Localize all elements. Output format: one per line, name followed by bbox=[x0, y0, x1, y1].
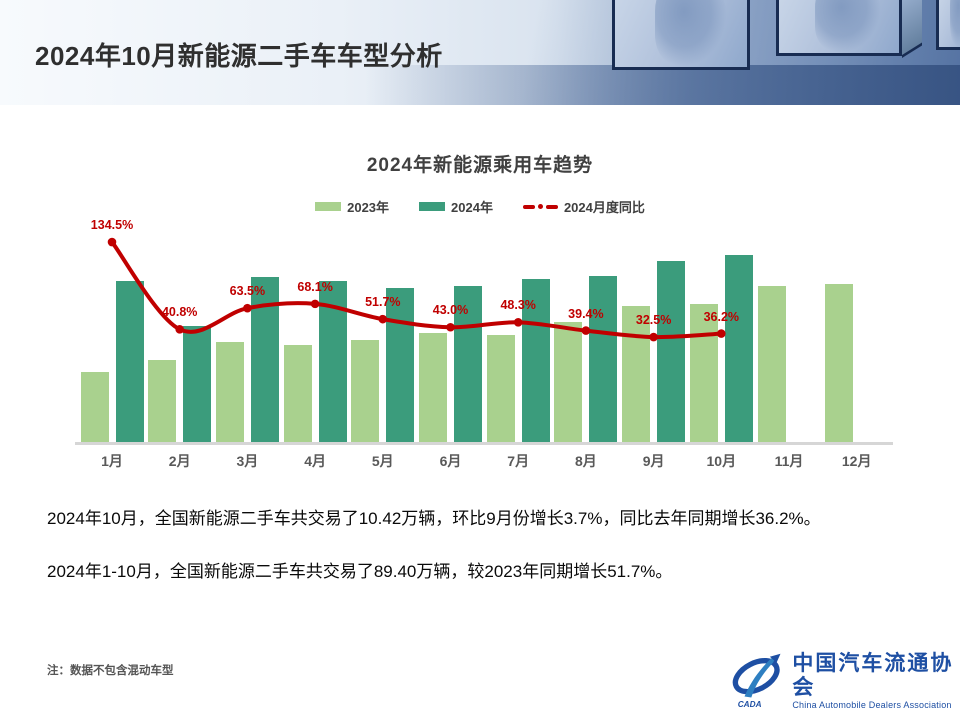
yoy-data-point bbox=[378, 314, 388, 324]
x-axis-label: 5月 bbox=[371, 453, 394, 469]
yoy-data-point bbox=[717, 329, 726, 338]
yoy-value-label: 134.5% bbox=[90, 218, 134, 233]
yoy-data-point bbox=[446, 322, 455, 332]
dash-dot-line-icon bbox=[522, 204, 558, 209]
summary-paragraph-1: 2024年10月，全国新能源二手车共交易了10.42万辆，环比9月份增长3.7%… bbox=[47, 509, 821, 528]
cada-logo: CADA 中国汽车流通协会 China Automobile Dealers A… bbox=[728, 650, 960, 712]
cada-logo-icon: CADA bbox=[732, 653, 781, 709]
legend-swatch-2023-icon bbox=[315, 202, 342, 211]
bar-2024年-8月 bbox=[589, 275, 618, 442]
x-axis-label: 9月 bbox=[642, 453, 665, 469]
bar-2024年-2月 bbox=[183, 325, 212, 442]
x-axis-label: 12月 bbox=[841, 453, 872, 469]
bar-2023年-12月 bbox=[825, 284, 854, 442]
logo-name-en: China Automobile Dealers Association bbox=[792, 700, 952, 711]
chart-title: 2024年新能源乘用车趋势 bbox=[366, 155, 594, 176]
legend-label: 2023年 bbox=[347, 200, 390, 215]
bar-2023年-5月 bbox=[351, 339, 380, 442]
yoy-line-chart bbox=[107, 237, 726, 342]
yoy-value-label: 51.7% bbox=[365, 295, 401, 310]
cada-logo-text: 中国汽车流通协会 China Automobile Dealers Associ… bbox=[792, 652, 960, 710]
bar-2023年-9月 bbox=[622, 305, 651, 442]
legend-label: 2024月度同比 bbox=[563, 200, 645, 215]
footnote: 注：数据不包含混动车型 bbox=[47, 665, 174, 677]
bar-2024年-5月 bbox=[386, 288, 415, 442]
bar-2023年-8月 bbox=[554, 322, 583, 442]
x-axis-label: 3月 bbox=[236, 453, 259, 469]
bar-2024年-9月 bbox=[657, 261, 686, 442]
legend-item-2024: 2024年 bbox=[419, 197, 493, 216]
yoy-value-label: 32.5% bbox=[635, 313, 672, 328]
bar-2024年-10月 bbox=[724, 255, 753, 442]
header-floor-shading bbox=[364, 65, 960, 105]
x-axis-label: 8月 bbox=[574, 453, 597, 469]
bar-2023年-10月 bbox=[689, 304, 718, 442]
bar-2023年-3月 bbox=[215, 341, 244, 442]
x-axis-label: 11月 bbox=[774, 453, 804, 469]
yoy-value-label: 39.4% bbox=[568, 306, 604, 321]
yoy-value-label: 36.2% bbox=[703, 309, 740, 324]
x-axis-label: 2月 bbox=[168, 453, 191, 469]
legend-swatch-2024-icon bbox=[419, 202, 446, 211]
x-axis-line bbox=[75, 442, 893, 445]
yoy-data-point bbox=[649, 332, 658, 342]
x-axis-label: 10月 bbox=[706, 453, 737, 469]
bar-2023年-4月 bbox=[283, 345, 312, 442]
x-axis-label: 4月 bbox=[304, 453, 326, 469]
legend-item-yoy: 2024月度同比 bbox=[522, 197, 645, 216]
bar-2023年-2月 bbox=[148, 359, 177, 442]
yoy-data-point bbox=[310, 299, 320, 309]
decorative-cube-icon bbox=[612, 0, 750, 70]
legend-item-2023: 2023年 bbox=[315, 197, 389, 216]
yoy-value-label: 48.3% bbox=[500, 298, 536, 313]
yoy-value-label: 68.1% bbox=[297, 279, 333, 294]
yoy-value-label: 63.5% bbox=[229, 284, 266, 299]
x-axis-label: 1月 bbox=[101, 453, 123, 469]
logo-name-cn: 中国汽车流通协会 bbox=[792, 651, 954, 699]
decorative-cube-icon bbox=[936, 0, 960, 50]
yoy-value-label: 40.8% bbox=[161, 305, 198, 320]
plot-area: 1月 2月 3月 4月 5月 6月 7月 8月 9月 10月 11月 12月 134.5% 40.8% 63… bbox=[75, 218, 893, 469]
svg-text:CADA: CADA bbox=[738, 700, 762, 709]
bar-2024年-6月 bbox=[454, 286, 482, 442]
x-axis-label: 7月 bbox=[507, 453, 530, 469]
bar-2024年-1月 bbox=[115, 280, 144, 442]
bar-2024年-7月 bbox=[521, 279, 550, 442]
summary-paragraph-2: 2024年1-10月，全国新能源二手车共交易了89.40万辆，较2023年同期增… bbox=[47, 562, 673, 581]
bar-2023年-11月 bbox=[757, 286, 786, 442]
yoy-data-point bbox=[107, 237, 117, 247]
yoy-value-label: 43.0% bbox=[432, 303, 469, 318]
yoy-data-point bbox=[175, 324, 184, 334]
yoy-data-point bbox=[243, 303, 252, 313]
bar-2023年-1月 bbox=[80, 372, 109, 442]
page-title: 2024年10月新能源二手车车型分析 bbox=[35, 41, 443, 71]
chart-legend: 2023年 2024年 2024月度同比 bbox=[0, 197, 960, 216]
header-banner: 2024年10月新能源二手车车型分析 bbox=[0, 0, 960, 105]
bar-2023年-6月 bbox=[419, 332, 447, 442]
bar-2023年-7月 bbox=[486, 334, 515, 442]
x-axis-label: 6月 bbox=[439, 453, 462, 469]
decorative-cube-icon bbox=[776, 0, 922, 58]
legend-label: 2024年 bbox=[451, 200, 493, 215]
yoy-data-point bbox=[581, 326, 591, 335]
yoy-data-point bbox=[513, 318, 523, 327]
